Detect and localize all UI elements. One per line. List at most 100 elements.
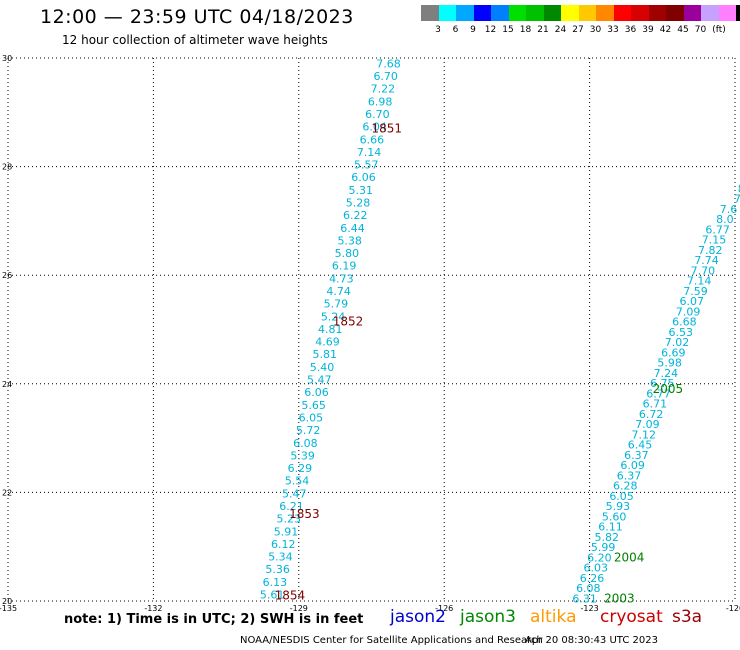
wave-height-label: 6.20 <box>587 551 612 564</box>
legend-swatch <box>631 5 649 21</box>
legend-label: 36 <box>624 25 637 35</box>
wave-height-label: 7.82 <box>698 244 723 257</box>
wave-height-label: 6.05 <box>609 490 634 503</box>
time-label: 2004 <box>614 551 645 565</box>
time-label: 1854 <box>275 589 306 603</box>
wave-height-label: 6.19 <box>332 260 357 273</box>
wave-height-label: 4.81 <box>318 323 343 336</box>
wave-height-label: 7.68 <box>376 57 401 70</box>
time-label: 2005 <box>653 382 684 396</box>
wave-height-label: 7.09 <box>635 418 660 431</box>
wave-height-label: 7.22 <box>371 83 396 96</box>
time-label: 1852 <box>333 314 364 328</box>
legend-swatch <box>473 5 491 21</box>
wave-height-label: 7.12 <box>631 428 656 441</box>
legend-label: 9 <box>470 25 476 35</box>
wave-height-label: 5.65 <box>301 399 326 412</box>
legend-label: 27 <box>572 25 584 35</box>
wave-height-label: 5.31 <box>349 184 374 197</box>
wave-height-label: 5.47 <box>282 487 307 500</box>
map-subtitle: 12 hour collection of altimeter wave hei… <box>62 33 328 47</box>
legend-swatch <box>526 5 544 21</box>
track-1: 7.686.707.226.986.706.046.667.145.576.06… <box>260 57 402 602</box>
legend-label: 21 <box>537 25 549 35</box>
wave-height-label: 5.23 <box>277 513 302 526</box>
time-label: 1851 <box>372 122 403 136</box>
wave-height-label: 6.77 <box>646 387 671 400</box>
legend-swatch <box>613 5 631 21</box>
wave-height-label: 7.09 <box>676 305 701 318</box>
wave-height-label: 6.72 <box>639 408 664 421</box>
legend-label: 33 <box>607 25 619 35</box>
time-label: 2003 <box>604 591 635 605</box>
wave-height-label: 6.21 <box>279 500 304 513</box>
wave-height-label: 6.06 <box>304 386 329 399</box>
legend-label: 12 <box>484 25 497 35</box>
satellite-name: altika <box>530 607 577 627</box>
wave-height-label: 6.26 <box>580 572 605 585</box>
wave-height-label: 5.93 <box>606 500 631 513</box>
wave-height-label: 6.45 <box>628 439 653 452</box>
legend-swatch <box>456 5 474 21</box>
wave-height-label: 5.36 <box>265 563 290 576</box>
lat-tick-label: 30 <box>2 54 12 63</box>
credit-text: NOAA/NESDIS Center for Satellite Applica… <box>240 635 543 646</box>
legend-swatch <box>561 5 579 21</box>
wave-height-label: 6.53 <box>668 326 693 339</box>
lat-tick-label: 28 <box>2 163 12 172</box>
legend-swatch <box>666 5 684 21</box>
lon-tick-label: -135 <box>0 604 17 613</box>
wave-height-label: 6.12 <box>271 538 296 551</box>
wave-height-label: 6.66 <box>360 133 385 146</box>
wave-height-label: 5.47 <box>307 374 332 387</box>
wave-height-label: 6.03 <box>583 562 608 575</box>
track-2: 877.68.06.777.157.827.747.707.147.596.07… <box>572 182 740 605</box>
lon-tick-label: -120 <box>726 604 740 613</box>
wave-height-label: 6.37 <box>624 449 649 462</box>
wave-height-label: 8 <box>738 182 740 195</box>
lat-tick-label: 26 <box>2 271 12 280</box>
wave-height-label: 6.68 <box>672 316 697 329</box>
wave-height-label: 6.09 <box>620 459 645 472</box>
wave-height-label: 5.57 <box>354 159 379 172</box>
wave-height-label: 5.38 <box>337 234 362 247</box>
satellite-name: jason3 <box>460 607 516 627</box>
wave-height-label: 6.28 <box>613 480 638 493</box>
wave-height-label: 5.39 <box>290 449 315 462</box>
wave-height-label: 6.08 <box>293 437 318 450</box>
wave-height-label: 6.29 <box>288 462 313 475</box>
legend-label: 70 <box>694 25 707 35</box>
satellite-name: jason2 <box>390 607 446 627</box>
legend-label: 3 <box>435 25 441 35</box>
wave-height-label: 4.73 <box>329 272 354 285</box>
wave-height-label: 6.37 <box>617 469 642 482</box>
wave-height-label: 7 <box>734 193 740 206</box>
legend-swatch <box>438 5 456 21</box>
wave-height-label: 8.0 <box>716 213 734 226</box>
lat-tick-label: 20 <box>2 597 12 606</box>
wave-height-label: 5.61 <box>260 588 285 601</box>
legend-unit: (ft) <box>712 25 726 35</box>
wave-height-label: 6.71 <box>643 398 668 411</box>
wave-height-label: 6.11 <box>598 521 623 534</box>
satellite-name: cryosat <box>600 607 663 627</box>
lon-tick-label: -126 <box>435 604 453 613</box>
wave-height-label: 5.82 <box>595 531 620 544</box>
legend-label: 24 <box>554 25 567 35</box>
wave-height-label: 7.74 <box>694 254 719 267</box>
wave-height-label: 6.44 <box>340 222 365 235</box>
wave-height-label: 6.04 <box>362 121 387 134</box>
wave-height-label: 7.14 <box>357 146 382 159</box>
lat-lon-grid <box>7 57 736 602</box>
legend-swatch <box>508 5 526 21</box>
time-label: 1853 <box>289 507 320 521</box>
legend-swatch <box>491 5 509 21</box>
wave-height-label: 6.70 <box>365 108 390 121</box>
satellite-name: s3a <box>672 607 703 627</box>
wave-height-label: 7.70 <box>691 264 716 277</box>
legend-label: 45 <box>677 25 689 35</box>
wave-height-label: 5.54 <box>285 475 310 488</box>
lat-tick-label: 22 <box>2 488 12 497</box>
timestamp: Apr 20 08:30:43 UTC 2023 <box>525 635 658 646</box>
